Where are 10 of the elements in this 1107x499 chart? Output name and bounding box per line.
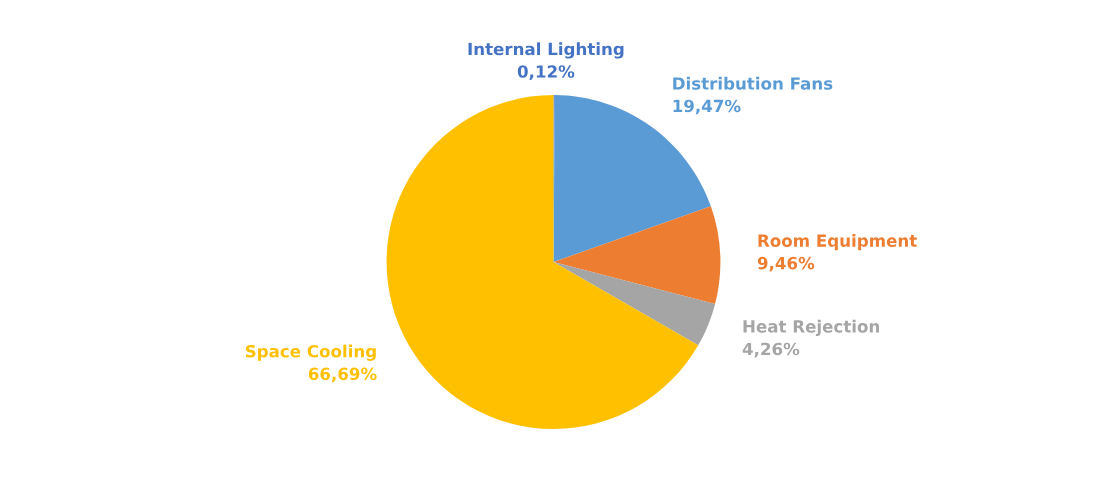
data-label: 19,47%	[673, 99, 741, 115]
slice-label: Heat Rejection	[743, 319, 879, 337]
data-label: 4,26%	[742, 342, 800, 358]
slice-label: Distribution Fans	[673, 76, 833, 90]
slice-label: Room Equipment	[758, 234, 917, 251]
data-label: 0,12%	[517, 65, 575, 80]
data-label: 66,69%	[308, 367, 377, 383]
data-label: 9,46%	[757, 256, 815, 272]
slice-label: Space Cooling	[245, 344, 376, 361]
slice-label: Internal Lighting	[468, 42, 624, 59]
